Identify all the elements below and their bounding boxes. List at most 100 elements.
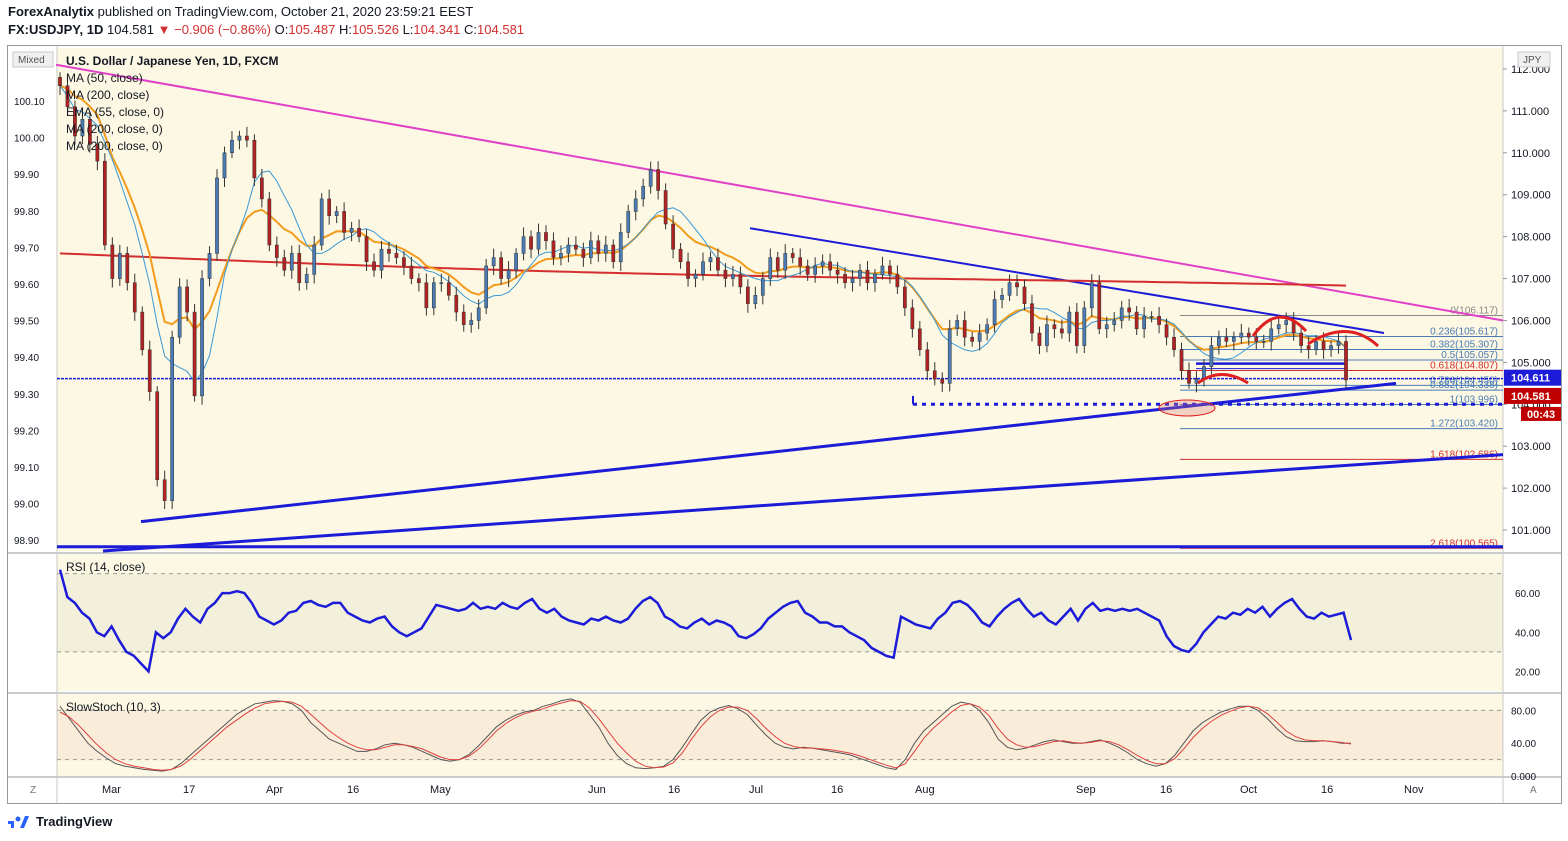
candle-body bbox=[1112, 320, 1117, 325]
candle-body bbox=[835, 269, 840, 275]
candle-body bbox=[379, 248, 384, 271]
candle-body bbox=[1261, 341, 1266, 343]
right-axis-tick: 111.000 bbox=[1511, 106, 1549, 118]
right-axis-tick: 102.000 bbox=[1511, 483, 1551, 495]
candle-body bbox=[110, 244, 115, 279]
candle-body bbox=[80, 119, 85, 137]
candle-body bbox=[1142, 316, 1146, 330]
x-axis-tick: 16 bbox=[1321, 784, 1333, 796]
candle-body bbox=[1306, 345, 1311, 351]
candle-body bbox=[940, 378, 945, 384]
candle-body bbox=[1321, 341, 1326, 351]
candle-body bbox=[409, 265, 414, 279]
candle-body bbox=[1299, 332, 1303, 346]
mode-badge bbox=[12, 51, 54, 68]
candle-body bbox=[843, 274, 847, 283]
candle-body bbox=[521, 236, 526, 254]
candle-body bbox=[656, 169, 660, 191]
candle-body bbox=[1224, 336, 1229, 342]
left-axis-tick: 100.10 bbox=[14, 97, 45, 108]
candle-body bbox=[207, 253, 212, 279]
candle-body bbox=[813, 265, 818, 275]
candle-body bbox=[394, 253, 399, 258]
stoch-axis-tick: 40.00 bbox=[1511, 739, 1536, 750]
left-axis-tick: 100.00 bbox=[14, 134, 45, 145]
left-axis-tick: 99.60 bbox=[14, 280, 39, 291]
right-axis-tick: 110.000 bbox=[1511, 148, 1550, 160]
candle-body bbox=[529, 236, 533, 250]
candle-body bbox=[372, 261, 376, 271]
zoom-icon: Z bbox=[30, 785, 36, 796]
candle-body bbox=[297, 253, 302, 283]
currency-label: JPY bbox=[1523, 55, 1542, 66]
candle-body bbox=[334, 211, 339, 216]
high-value: 105.526 bbox=[351, 22, 399, 37]
candle-body bbox=[1217, 336, 1221, 346]
candle-body bbox=[1276, 324, 1281, 330]
candle-body bbox=[342, 211, 346, 233]
x-axis-tick: Mar bbox=[102, 784, 121, 796]
right-axis-tick: 103.000 bbox=[1511, 441, 1551, 453]
candle-body bbox=[177, 286, 182, 338]
candle-body bbox=[417, 278, 421, 283]
right-axis-tick: 108.000 bbox=[1511, 232, 1551, 244]
candle-body bbox=[768, 257, 773, 279]
candle-body bbox=[1082, 307, 1087, 346]
candle-body bbox=[1239, 332, 1244, 338]
close-value: 104.581 bbox=[477, 22, 525, 37]
candle-body bbox=[484, 265, 489, 309]
candle-body bbox=[1172, 336, 1176, 351]
candle-body bbox=[633, 198, 638, 212]
candle-body bbox=[1194, 378, 1199, 384]
countdown-text: 00:43 bbox=[1527, 409, 1555, 421]
candle-body bbox=[1254, 336, 1259, 342]
candle-body bbox=[327, 198, 332, 216]
x-axis-tick: 17 bbox=[183, 784, 195, 796]
x-axis-tick: May bbox=[430, 784, 451, 796]
currency-badge bbox=[1517, 51, 1551, 68]
indicator-legend: MA (200, close, 0) bbox=[66, 122, 163, 136]
candle-body bbox=[117, 253, 122, 279]
candle-body bbox=[215, 177, 219, 254]
chart-title: U.S. Dollar / Japanese Yen, 1D, FXCM bbox=[66, 54, 279, 68]
candle-body bbox=[723, 269, 728, 279]
chart-frame[interactable]: 112.000 111.000 110.000 109.000 108.000 107.0… bbox=[7, 45, 1562, 804]
candle-body bbox=[1104, 324, 1109, 330]
fib-level-label: 0.786(104.450) bbox=[1430, 375, 1498, 386]
chart-canvas[interactable]: 112.000111.000110.000109.000108.000107.0… bbox=[8, 46, 1561, 803]
candle-body bbox=[304, 274, 309, 283]
candle-body bbox=[746, 286, 750, 304]
candle-body bbox=[858, 269, 862, 279]
left-axis-tick: 99.30 bbox=[14, 390, 39, 401]
candle-body bbox=[95, 144, 100, 162]
rsi-line bbox=[58, 569, 1353, 675]
tradingview-footer[interactable]: TradingView bbox=[8, 814, 112, 829]
price-tag-last-text: 104.581 bbox=[1511, 391, 1551, 403]
candle-body bbox=[1045, 324, 1049, 346]
candle-body bbox=[1231, 336, 1236, 342]
stoch-axis-tick: 0.000 bbox=[1511, 772, 1536, 783]
candle-body bbox=[454, 295, 459, 313]
candle-body bbox=[738, 274, 743, 288]
fib-level-label: 1.272(103.420) bbox=[1430, 419, 1498, 430]
ohlc-bar: FX:USDJPY, 1D 104.581 ▼ −0.906 (−0.86%) … bbox=[8, 22, 524, 38]
rsi-axis-tick: 20.00 bbox=[1515, 667, 1540, 678]
candle-body bbox=[1074, 311, 1079, 346]
candle-body bbox=[626, 211, 631, 233]
candle-body bbox=[147, 349, 152, 392]
publish-info: ForexAnalytix published on TradingView.c… bbox=[8, 4, 524, 20]
candle-body bbox=[476, 307, 481, 321]
candle-body bbox=[648, 169, 653, 187]
auto-scale-icon: A bbox=[1530, 785, 1537, 796]
candle-body bbox=[603, 244, 608, 254]
candle-body bbox=[185, 286, 189, 313]
x-axis-tick: 16 bbox=[668, 784, 680, 796]
high-label: H: bbox=[338, 22, 352, 37]
candle-body bbox=[252, 139, 257, 179]
candle-body bbox=[162, 479, 167, 501]
candle-body bbox=[1336, 341, 1341, 346]
pink-trendline bbox=[55, 63, 1504, 322]
candle-body bbox=[1030, 303, 1034, 334]
author-name[interactable]: ForexAnalytix bbox=[8, 4, 94, 19]
candle-body bbox=[88, 119, 92, 145]
